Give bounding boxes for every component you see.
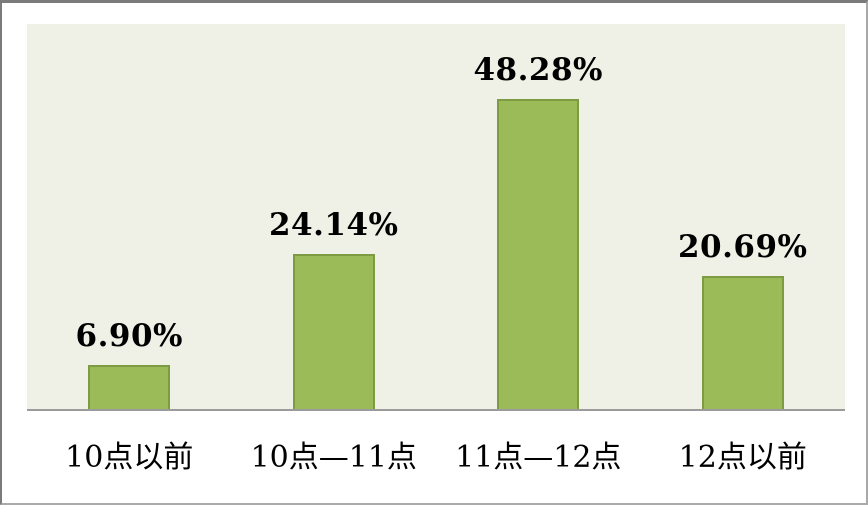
category-label: 10点—11点 [250, 439, 417, 475]
bar-group: 48.28% [473, 24, 603, 409]
bar [292, 254, 375, 409]
x-axis-labels: 10点以前 10点—11点 11点—12点 12点以前 [27, 411, 845, 503]
bar [88, 365, 171, 409]
bar-group: 20.69% [678, 24, 807, 409]
value-label: 20.69% [677, 229, 808, 265]
bar-group: 24.14% [269, 24, 398, 409]
value-label: 6.90% [75, 318, 183, 354]
value-label: 24.14% [268, 207, 399, 243]
bar [701, 276, 784, 409]
value-label: 48.28% [473, 52, 604, 88]
category-label: 10点以前 [65, 439, 194, 475]
bar-group: 6.90% [76, 24, 182, 409]
category-label: 11点—12点 [455, 439, 622, 475]
plot-area: 6.90% 24.14% 48.28% 20.69% [27, 24, 845, 411]
bar [497, 99, 580, 409]
category-label: 12点以前 [678, 439, 807, 475]
